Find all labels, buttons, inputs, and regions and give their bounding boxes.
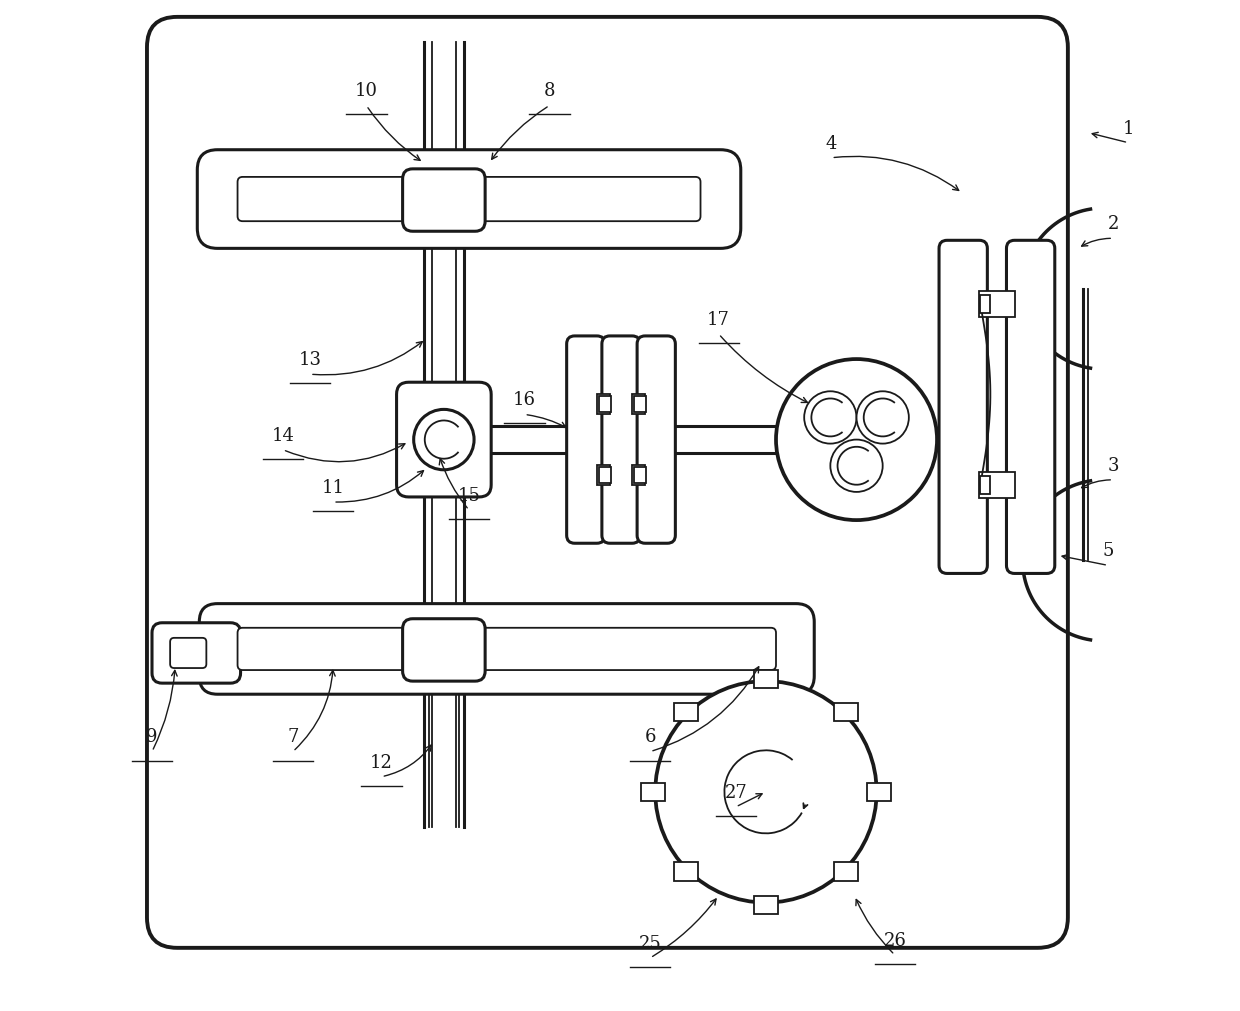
Text: 2: 2 bbox=[1107, 215, 1118, 233]
Text: 9: 9 bbox=[146, 728, 157, 746]
Bar bbox=[867, 783, 890, 801]
Text: 4: 4 bbox=[826, 134, 837, 153]
Circle shape bbox=[776, 360, 937, 521]
FancyBboxPatch shape bbox=[939, 241, 987, 574]
FancyBboxPatch shape bbox=[403, 619, 485, 681]
Bar bbox=[754, 670, 777, 688]
Text: 3: 3 bbox=[1107, 456, 1118, 474]
Text: 14: 14 bbox=[272, 426, 294, 444]
FancyBboxPatch shape bbox=[197, 151, 740, 249]
Bar bbox=[632, 465, 645, 485]
Bar bbox=[675, 862, 698, 881]
Text: 16: 16 bbox=[513, 391, 536, 408]
Text: 1: 1 bbox=[1122, 119, 1135, 137]
Bar bbox=[596, 465, 610, 485]
Circle shape bbox=[831, 440, 883, 492]
FancyBboxPatch shape bbox=[238, 178, 701, 222]
Bar bbox=[675, 704, 698, 722]
Text: 6: 6 bbox=[645, 728, 656, 746]
FancyBboxPatch shape bbox=[397, 383, 491, 497]
Circle shape bbox=[805, 392, 857, 444]
Bar bbox=[833, 862, 858, 881]
Circle shape bbox=[655, 681, 877, 903]
Bar bbox=[833, 704, 858, 722]
Bar bbox=[981, 295, 991, 313]
Bar bbox=[634, 397, 646, 413]
Text: 26: 26 bbox=[883, 931, 906, 949]
Text: 13: 13 bbox=[299, 351, 321, 369]
FancyBboxPatch shape bbox=[148, 18, 1068, 948]
FancyBboxPatch shape bbox=[200, 604, 815, 695]
FancyBboxPatch shape bbox=[238, 628, 776, 670]
FancyBboxPatch shape bbox=[637, 337, 676, 544]
FancyBboxPatch shape bbox=[601, 337, 640, 544]
Text: 15: 15 bbox=[458, 486, 480, 504]
Circle shape bbox=[857, 392, 909, 444]
Bar bbox=[754, 896, 777, 914]
Bar bbox=[596, 395, 610, 415]
Text: 8: 8 bbox=[544, 82, 556, 100]
Circle shape bbox=[414, 410, 474, 470]
Bar bbox=[980, 472, 1014, 498]
Bar bbox=[599, 467, 611, 483]
Bar bbox=[981, 476, 991, 494]
Bar bbox=[634, 467, 646, 483]
Bar bbox=[479, 427, 837, 453]
Bar bbox=[980, 291, 1014, 317]
Text: 27: 27 bbox=[724, 784, 748, 801]
Text: 12: 12 bbox=[370, 753, 393, 770]
Text: 10: 10 bbox=[355, 82, 378, 100]
FancyBboxPatch shape bbox=[170, 638, 206, 668]
FancyBboxPatch shape bbox=[153, 623, 241, 683]
Bar bbox=[641, 783, 666, 801]
Text: 25: 25 bbox=[639, 934, 662, 952]
Text: 11: 11 bbox=[321, 478, 345, 496]
FancyBboxPatch shape bbox=[1007, 241, 1055, 574]
Text: 17: 17 bbox=[707, 310, 730, 329]
FancyBboxPatch shape bbox=[403, 170, 485, 232]
Bar bbox=[599, 397, 611, 413]
Text: 7: 7 bbox=[288, 728, 299, 746]
FancyBboxPatch shape bbox=[567, 337, 605, 544]
Bar bbox=[632, 395, 645, 415]
Text: 5: 5 bbox=[1102, 542, 1114, 560]
